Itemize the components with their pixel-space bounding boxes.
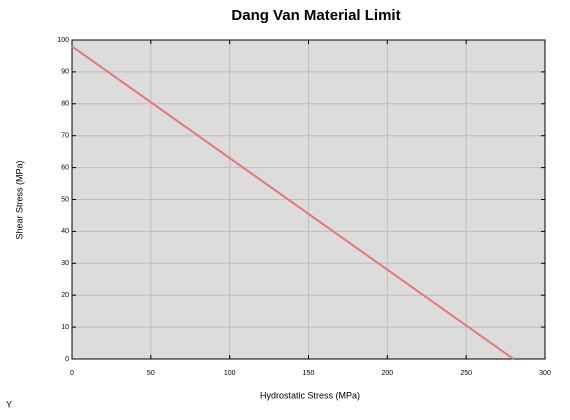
chart-title: Dang Van Material Limit bbox=[231, 7, 400, 24]
y-tick-label: 0 bbox=[65, 356, 69, 363]
line-series bbox=[71, 45, 515, 360]
y-tick-label: 10 bbox=[61, 324, 69, 331]
y-tick-label: 30 bbox=[61, 260, 69, 267]
x-tick-label: 50 bbox=[147, 370, 155, 377]
x-tick-label: 150 bbox=[303, 370, 315, 377]
y-tick-label: 50 bbox=[61, 196, 69, 203]
x-axis-label: Hydrostatic Stress (MPa) bbox=[260, 390, 360, 400]
y-tick-label: 80 bbox=[61, 101, 69, 108]
y-tick-label: 20 bbox=[61, 292, 69, 299]
corner-label: Y bbox=[6, 399, 12, 409]
x-tick-label: 300 bbox=[539, 370, 551, 377]
y-tick-label: 70 bbox=[61, 133, 69, 140]
y-tick-label: 100 bbox=[57, 37, 69, 44]
x-tick-label: 250 bbox=[460, 370, 472, 377]
y-axis-label: Shear Stress (MPa) bbox=[14, 160, 24, 239]
x-tick-label: 100 bbox=[224, 370, 236, 377]
y-tick-label: 90 bbox=[61, 69, 69, 76]
y-tick-label: 60 bbox=[61, 164, 69, 171]
x-tick-label: 0 bbox=[70, 370, 74, 377]
y-tick-label: 40 bbox=[61, 228, 69, 235]
x-tick-label: 200 bbox=[381, 370, 393, 377]
plot-border bbox=[71, 39, 546, 360]
